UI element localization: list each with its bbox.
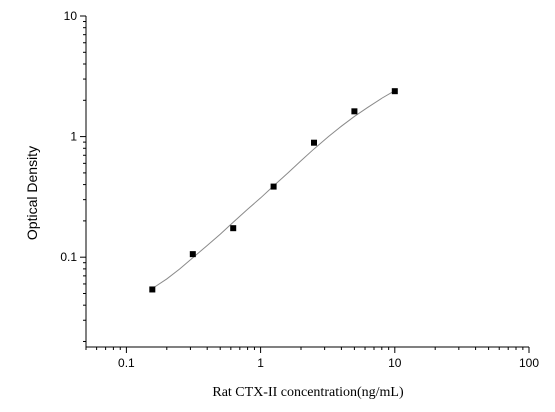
x-axis-label: Rat CTX-II concentration(ng/mL) <box>212 385 404 400</box>
data-points <box>149 88 398 293</box>
x-tick-label: 100 <box>519 356 539 370</box>
y-tick-label: 10 <box>64 9 78 23</box>
ticks: 0.1 1 10 100 0.1 1 10 <box>60 9 539 370</box>
data-point <box>189 251 196 258</box>
data-point <box>391 88 398 95</box>
x-tick-label: 10 <box>388 356 402 370</box>
y-tick-label: 0.1 <box>60 250 77 264</box>
data-point <box>270 183 277 190</box>
x-tick-label: 1 <box>257 356 264 370</box>
data-point <box>149 286 156 293</box>
data-point <box>351 108 358 115</box>
y-axis-label: Optical Density <box>24 146 40 240</box>
fit-curve <box>152 90 396 289</box>
x-tick-label: 0.1 <box>118 356 135 370</box>
data-point <box>230 225 237 232</box>
axes <box>85 16 529 348</box>
data-point <box>311 139 318 146</box>
y-tick-label: 1 <box>70 130 77 144</box>
fit-curve-layer <box>152 90 396 289</box>
